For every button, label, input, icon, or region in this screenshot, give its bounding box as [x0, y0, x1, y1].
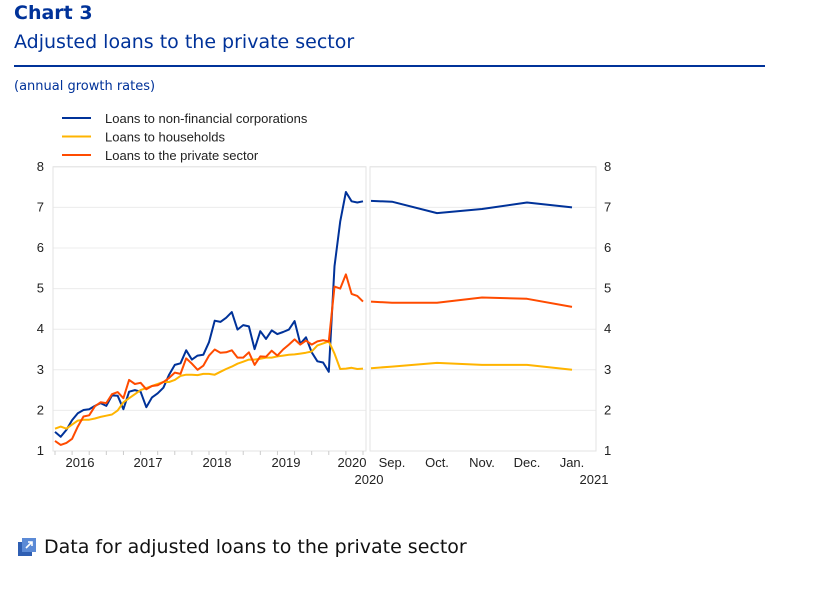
- legend-label: Loans to households: [105, 130, 225, 145]
- external-link-icon: [18, 538, 36, 556]
- y-tick-label-right: 1: [604, 443, 611, 458]
- data-download-link[interactable]: Data for adjusted loans to the private s…: [18, 536, 467, 558]
- x-year-label: 2021: [580, 472, 609, 487]
- x-tick-label: 2016: [66, 455, 95, 470]
- series-line-right-1: [370, 361, 573, 371]
- series-line-right-0: [370, 199, 573, 215]
- y-tick-label-left: 4: [37, 321, 44, 336]
- y-tick-label-right: 5: [604, 281, 611, 296]
- x-tick-label: 2017: [134, 455, 163, 470]
- series-line-left-0: [54, 191, 364, 438]
- title-divider: [14, 65, 765, 67]
- y-tick-label-left: 1: [37, 443, 44, 458]
- series-line-right-2: [370, 296, 573, 308]
- data-link-label: Data for adjusted loans to the private s…: [44, 536, 467, 558]
- x-tick-label: 2019: [272, 455, 301, 470]
- right-panel-frame: [369, 166, 597, 452]
- left-panel-frame: [52, 166, 367, 452]
- y-tick-label-right: 2: [604, 402, 611, 417]
- y-tick-label-left: 8: [37, 159, 44, 174]
- x-tick-label: Dec.: [514, 455, 541, 470]
- series-line-left-2: [54, 273, 364, 446]
- x-tick-label: 2018: [203, 455, 232, 470]
- y-tick-label-left: 3: [37, 362, 44, 377]
- y-tick-label-left: 7: [37, 199, 44, 214]
- y-tick-label-right: 8: [604, 159, 611, 174]
- chart-number: Chart 3: [14, 2, 93, 24]
- x-tick-label: Jan.: [560, 455, 585, 470]
- series-line-left-1: [54, 340, 364, 430]
- x-year-label: 2020: [355, 472, 384, 487]
- y-tick-label-left: 6: [37, 240, 44, 255]
- y-tick-label-left: 2: [37, 402, 44, 417]
- x-tick-label: 2020: [338, 455, 367, 470]
- legend-label: Loans to the private sector: [105, 148, 259, 163]
- x-tick-label: Sep.: [379, 455, 406, 470]
- chart-subtitle: (annual growth rates): [14, 79, 156, 94]
- x-tick-label: Nov.: [469, 455, 495, 470]
- y-tick-label-right: 4: [604, 321, 611, 336]
- y-tick-label-right: 7: [604, 199, 611, 214]
- y-tick-label-left: 5: [37, 281, 44, 296]
- y-tick-label-right: 6: [604, 240, 611, 255]
- x-tick-label: Oct.: [425, 455, 449, 470]
- line-chart: 1 1 2 2 3 3 4 4 5 5 6 6 7 7 8 8 2016 2017 2018 2019 2020 Sep.…: [37, 111, 611, 487]
- legend-label: Loans to non-financial corporations: [105, 111, 308, 126]
- chart-title: Adjusted loans to the private sector: [14, 31, 355, 53]
- y-tick-label-right: 3: [604, 362, 611, 377]
